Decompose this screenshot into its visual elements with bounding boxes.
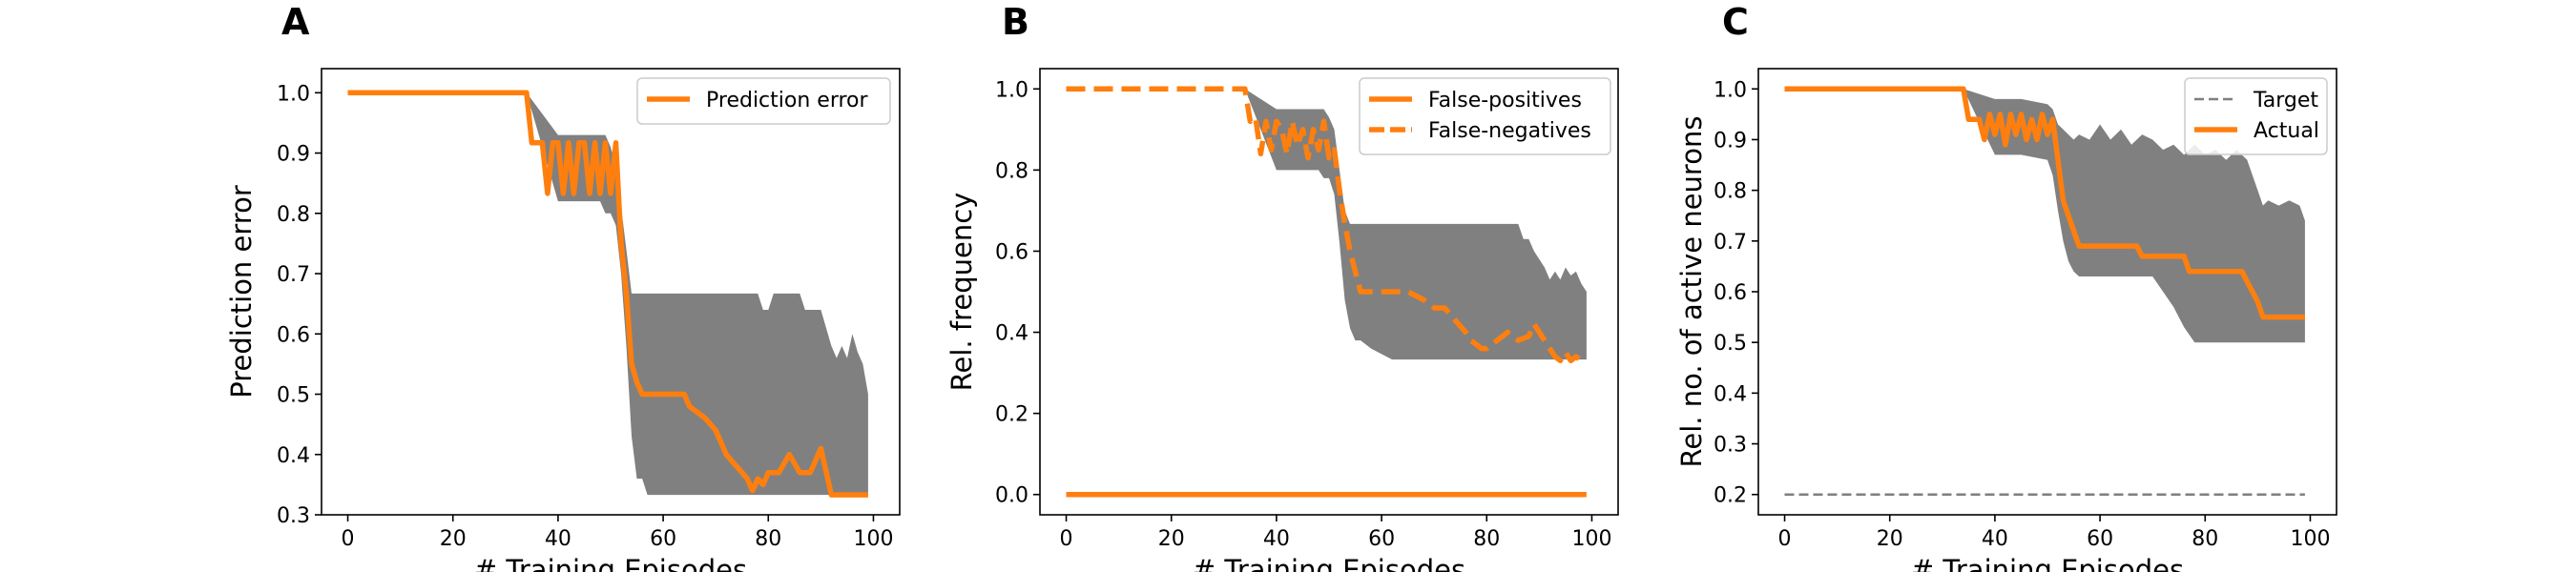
legend: False-positives False-negatives [1359, 77, 1611, 155]
y-tick-label: 0.6 [277, 323, 310, 347]
x-tick-label: 0 [1060, 527, 1073, 551]
y-tick-label: 0.7 [277, 263, 310, 287]
variability-band [1066, 89, 1587, 360]
x-tick-label: 80 [2192, 527, 2218, 551]
y-axis-label: Rel. no. of active neurons [1675, 116, 1708, 468]
legend-entry: False-positives [1428, 89, 1582, 112]
panel-b: 0 20 40 60 80 100 0.0 0.2 0.4 0.6 0.8 1.0 # Training… [945, 1, 1619, 572]
x-tick-label: 60 [650, 527, 676, 551]
legend-entry: Actual [2254, 119, 2319, 143]
y-tick-label: 0.8 [277, 203, 310, 227]
y-tick-label: 0.4 [1714, 382, 1747, 406]
y-tick-label: 1.0 [1714, 78, 1747, 102]
x-axis-label: # Training Episodes [1911, 554, 2184, 572]
legend: Prediction error [636, 77, 891, 125]
y-tick-label: 0.3 [1714, 434, 1747, 458]
x-tick-label: 60 [2087, 527, 2113, 551]
y-tick-label: 0.6 [995, 240, 1028, 264]
legend-box [636, 77, 891, 125]
x-axis-label: # Training Episodes [474, 554, 747, 572]
legend-entry: Prediction error [706, 89, 868, 112]
y-tick-label: 0.4 [277, 444, 310, 468]
series-line-actual [1784, 86, 2305, 320]
y-tick-label: 0.2 [995, 403, 1028, 427]
x-tick-label: 40 [1263, 527, 1290, 551]
axes-frame [321, 68, 901, 516]
y-tick-label: 0.4 [995, 322, 1028, 346]
y-axis-label: Rel. frequency [945, 193, 978, 392]
y-tick-label: 0.5 [1714, 332, 1747, 356]
y-tick-label: 0.6 [1714, 281, 1747, 305]
y-tick-label: 0.9 [1714, 129, 1747, 153]
x-tick-label: 100 [2290, 527, 2330, 551]
x-tick-label: 80 [755, 527, 781, 551]
x-tick-label: 100 [1571, 527, 1611, 551]
x-axis-label: # Training Episodes [1193, 554, 1465, 572]
y-tick-label: 0.9 [277, 143, 310, 167]
y-axis-label: Prediction error [225, 185, 258, 398]
x-tick-label: 80 [1473, 527, 1500, 551]
y-tick-label: 0.5 [277, 384, 310, 408]
legend: Target Actual [2184, 77, 2328, 155]
panel-letter: C [1722, 1, 1749, 43]
y-tick-label: 0.3 [277, 504, 310, 528]
panel-c: 0 20 40 60 80 100 0.2 0.3 0.4 0.5 0.6 0.7 0.8 0.9 1.0 #… [1675, 1, 2337, 572]
legend-box [1359, 77, 1611, 155]
variability-band [347, 92, 868, 496]
y-tick-label: 0.8 [1714, 180, 1747, 204]
y-tick-label: 1.0 [277, 82, 310, 106]
x-tick-label: 0 [1778, 527, 1792, 551]
x-tick-label: 60 [1368, 527, 1395, 551]
x-tick-label: 20 [1877, 527, 1903, 551]
series-line-prediction-error [347, 90, 868, 498]
y-tick-label: 0.7 [1714, 231, 1747, 255]
series-line-false-negatives [1066, 86, 1587, 364]
panel-a: 0 20 40 60 80 100 0.3 0.4 0.5 0.6 0.7 0.8 0.9 1.0 # Tr… [225, 1, 901, 572]
y-tick-label: 0.2 [1714, 484, 1747, 508]
x-tick-label: 100 [853, 527, 893, 551]
variability-band [1784, 89, 2305, 343]
legend-box [2184, 77, 2328, 155]
axes-frame [1039, 68, 1619, 516]
x-tick-label: 40 [1982, 527, 2008, 551]
y-tick-label: 0.8 [995, 159, 1028, 183]
x-tick-label: 20 [440, 527, 467, 551]
panel-letter: B [1002, 1, 1029, 43]
legend-entry: Target [2253, 89, 2318, 112]
y-tick-label: 0.0 [995, 484, 1028, 508]
panel-letter: A [281, 1, 310, 43]
x-tick-label: 40 [545, 527, 571, 551]
x-tick-label: 20 [1158, 527, 1185, 551]
y-tick-label: 1.0 [995, 78, 1028, 102]
x-tick-label: 0 [342, 527, 355, 551]
legend-entry: False-negatives [1428, 119, 1591, 143]
